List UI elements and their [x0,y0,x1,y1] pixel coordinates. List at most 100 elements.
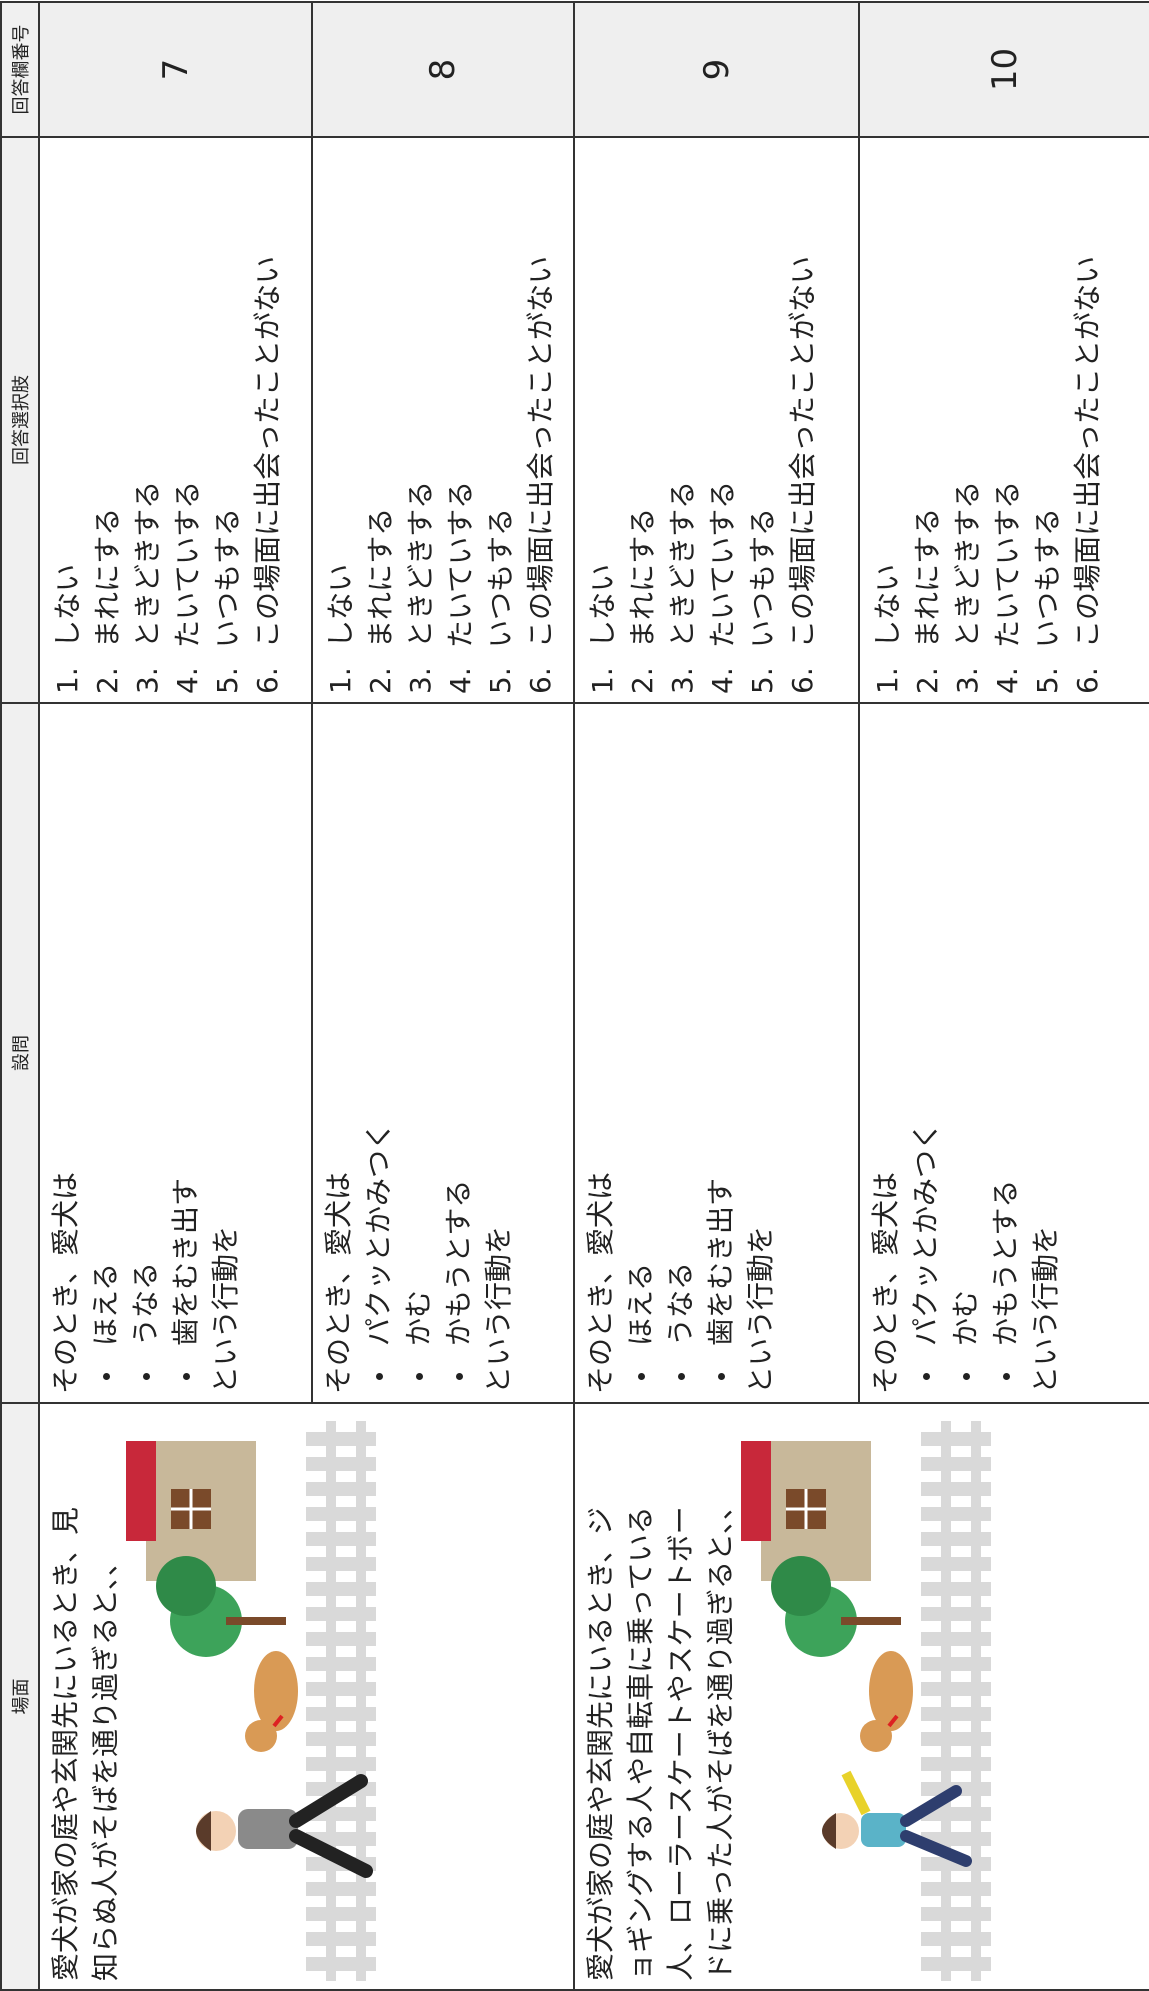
question-cell: そのとき、愛犬は パクッとかみつく かむ かもうとする という行動を [312,703,574,1403]
header-cell: 回答選択肢 [1,137,39,703]
question-outro: という行動を [744,1225,777,1394]
choices-cell: 1. しない 2. まれにする 3. ときどきする 4. たいていする 5. いつもする 6. この場… [574,137,859,703]
question-item: 歯をむき出す [701,712,741,1394]
question-item: かもうとする [986,712,1026,1394]
choice-number: 5. [746,667,779,694]
choice-text: しない [586,563,619,648]
answer-number: 7 [39,2,312,137]
answer-number: 8 [312,2,574,137]
choice-text: いつもする [211,507,244,648]
scene-text: 愛犬が家の庭や玄関先にいるとき、見 [49,1506,82,1981]
scene-text: 人、ローラースケートやスケートボー [664,1506,697,1981]
choice-number: 3. [666,667,699,694]
choice-text: この場面に出会ったことがない [251,255,284,648]
choice-number: 2. [626,667,659,694]
choice-number: 3. [131,667,164,694]
choice-text: まれにする [626,507,659,648]
choice-text: たいていする [706,480,739,648]
scene-text: ョギングする人や自転車に乗っている [624,1506,657,1981]
header-cell: 設問 [1,703,39,1403]
choice-number: 3. [404,667,437,694]
question-intro: そのとき、愛犬は [49,1171,82,1394]
header-cell: 場面 [1,1403,39,1990]
scene-cell: 愛犬が家の庭や玄関先にいるとき、見 知らぬ人がそばを通り過ぎると、、 [39,1403,574,1990]
choice-text: しない [871,563,904,648]
choice-text: この場面に出会ったことがない [1071,255,1104,648]
choice-text: この場面に出会ったことがない [786,255,819,648]
question-cell: そのとき、愛犬は パクッとかみつく かむ かもうとする という行動を [859,703,1149,1403]
question-item: 歯をむき出す [166,712,206,1394]
choice-text: しない [51,563,84,648]
choice-text: たいていする [444,480,477,648]
choice-text: まれにする [364,507,397,648]
question-intro: そのとき、愛犬は [869,1171,902,1394]
choices-list: 1. しない 2. まれにする 3. ときどきする 4. たいていする 5. いつもする 6. この場… [313,138,569,702]
question-item: ほえる [621,712,661,1394]
table-row: 愛犬が家の庭や玄関先にいるとき、ジ ョギングする人や自転車に乗っている 人、ローラー… [574,2,1149,1990]
choice-text: たいていする [171,480,204,648]
choice-text: いつもする [1031,507,1064,648]
question-outro: という行動を [1029,1225,1062,1394]
scene-illustration [741,1421,991,1981]
choice-number: 6. [1071,667,1104,694]
choice-number: 2. [91,667,124,694]
choice-text: まれにする [91,507,124,648]
choice-text: いつもする [746,507,779,648]
choices-list: 1. しない 2. まれにする 3. ときどきする 4. たいていする 5. いつもする 6. この場… [40,138,296,702]
choice-text: いつもする [484,507,517,648]
question-item: パクッとかみつく [359,712,399,1394]
choices-list: 1. しない 2. まれにする 3. ときどきする 4. たいていする 5. いつもする 6. この場… [575,138,831,702]
answer-number: 9 [574,2,859,137]
header-cell: 回答欄番号 [1,2,39,137]
question-intro: そのとき、愛犬は [584,1171,617,1394]
header-row: 場面 設問 回答選択肢 回答欄番号 [1,2,39,1990]
question-outro: という行動を [482,1225,515,1394]
scene-text: ドに乗った人がそばを通り過ぎると、、 [704,1492,737,1981]
choice-number: 1. [586,667,619,694]
choice-number: 1. [324,667,357,694]
choice-number: 4. [171,667,204,694]
choice-number: 5. [211,667,244,694]
question-item: パクッとかみつく [906,712,946,1394]
choice-text: まれにする [911,507,944,648]
answer-number: 10 [859,2,1149,137]
choice-text: たいていする [991,480,1024,648]
choice-number: 6. [251,667,284,694]
question-item: うなる [661,712,701,1394]
question-cell: そのとき、愛犬は ほえる うなる 歯をむき出す という行動を [574,703,859,1403]
scene-text: 愛犬が家の庭や玄関先にいるとき、ジ [584,1506,617,1981]
choice-number: 1. [51,667,84,694]
choice-text: しない [324,563,357,648]
choices-list: 1. しない 2. まれにする 3. ときどきする 4. たいていする 5. いつもする 6. この場… [860,138,1116,702]
choice-number: 2. [364,667,397,694]
choice-text: この場面に出会ったことがない [524,255,557,648]
question-item: うなる [126,712,166,1394]
choice-text: ときどきする [404,480,437,648]
question-intro: そのとき、愛犬は [322,1171,355,1394]
question-outro: という行動を [209,1225,242,1394]
illustration-wrap [741,1412,1022,1981]
choice-number: 5. [484,667,517,694]
choices-cell: 1. しない 2. まれにする 3. ときどきする 4. たいていする 5. いつもする 6. この場… [39,137,312,703]
choice-number: 4. [444,667,477,694]
scene-text: 知らぬ人がそばを通り過ぎると、、 [89,1548,122,1981]
choice-number: 4. [991,667,1024,694]
choice-number: 4. [706,667,739,694]
table-row: 愛犬が家の庭や玄関先にいるとき、見 知らぬ人がそばを通り過ぎると、、 そのとき、愛… [39,2,574,1990]
choice-number: 6. [524,667,557,694]
choice-number: 5. [1031,667,1064,694]
choices-cell: 1. しない 2. まれにする 3. ときどきする 4. たいていする 5. いつもする 6. この場… [312,137,574,703]
scene-cell: 愛犬が家の庭や玄関先にいるとき、ジ ョギングする人や自転車に乗っている 人、ローラー… [574,1403,1149,1990]
question-item: かもうとする [439,712,479,1394]
choice-text: ときどきする [951,480,984,648]
question-cell: そのとき、愛犬は ほえる うなる 歯をむき出す という行動を [39,703,312,1403]
choice-number: 2. [911,667,944,694]
choice-text: ときどきする [666,480,699,648]
question-item: かむ [399,712,439,1394]
question-item: かむ [946,712,986,1394]
question-item: ほえる [86,712,126,1394]
illustration-wrap [126,1412,407,1981]
